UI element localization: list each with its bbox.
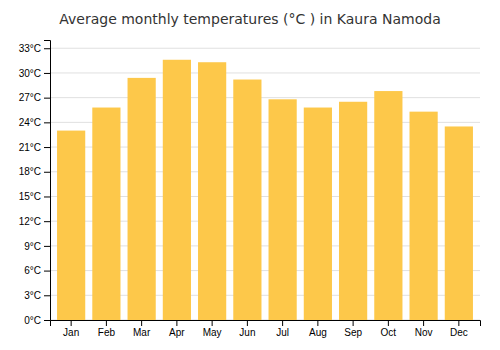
bar: [269, 99, 297, 320]
tick-label: Sep: [344, 327, 362, 338]
x-axis: Jan Feb Mar Apr May Jun Jul Aug Sep Oct Nov Dec: [51, 320, 481, 338]
y-tick: 24°C: [19, 117, 50, 128]
y-tick: 18°C: [19, 166, 50, 177]
tick-label: Aug: [309, 327, 327, 338]
x-tick: Jan: [63, 320, 79, 338]
tick-mark: [176, 320, 177, 326]
tick-label: Feb: [98, 327, 116, 338]
title: Average monthly temperatures (°C ) in Ka…: [59, 11, 440, 27]
tick-mark: [353, 320, 354, 326]
tick-label: Apr: [169, 327, 185, 338]
bar: [233, 80, 261, 320]
plot: 0°C 3°C 6°C 9°C 12°C 15°C 18°C 21°C 24°C 27°C 30°C…: [19, 41, 481, 339]
y-tick: 0°C: [24, 315, 50, 326]
bar: [163, 60, 191, 320]
tick-mark: [44, 221, 50, 222]
x-tick: Nov: [415, 320, 433, 338]
bar: [57, 131, 85, 320]
bar: [374, 91, 402, 320]
tick-mark: [423, 320, 424, 326]
tick-label: 6°C: [24, 265, 41, 276]
tick-label: 18°C: [19, 166, 41, 177]
tick-mark: [317, 320, 318, 326]
tick-label: Dec: [450, 327, 468, 338]
tick-label: 21°C: [19, 142, 41, 153]
tick-mark: [44, 271, 50, 272]
axis-line: [51, 321, 481, 327]
y-tick: 30°C: [19, 68, 50, 79]
tick-mark: [44, 48, 50, 49]
x-tick: Aug: [309, 320, 327, 338]
x-tick: Jul: [276, 320, 289, 338]
tick-label: Jun: [239, 327, 255, 338]
tick-label: 12°C: [19, 216, 41, 227]
bar: [92, 108, 120, 320]
x-tick: Mar: [133, 320, 151, 338]
tick-label: 30°C: [19, 68, 41, 79]
y-tick: 27°C: [19, 92, 50, 103]
tick-mark: [71, 320, 72, 326]
chart: 0°C 3°C 6°C 9°C 12°C 15°C 18°C 21°C 24°C 27°C 30°C…: [0, 0, 500, 350]
bar: [198, 62, 226, 320]
y-tick: 12°C: [19, 216, 50, 227]
y-axis: 0°C 3°C 6°C 9°C 12°C 15°C 18°C 21°C 24°C 27°C 30°C…: [19, 41, 51, 326]
tick-label: 24°C: [19, 117, 41, 128]
x-tick: Oct: [381, 320, 397, 338]
tick-label: Oct: [381, 327, 397, 338]
y-tick: 21°C: [19, 142, 50, 153]
tick-mark: [212, 320, 213, 326]
tick-mark: [44, 73, 50, 74]
tick-mark: [44, 147, 50, 148]
grid-line: [50, 97, 480, 98]
tick-label: 27°C: [19, 92, 41, 103]
x-tick: Dec: [450, 320, 468, 338]
tick-label: 9°C: [24, 241, 41, 252]
bar: [339, 102, 367, 320]
x-tick: May: [203, 320, 222, 338]
tick-mark: [247, 320, 248, 326]
tick-mark: [44, 172, 50, 173]
y-tick: 9°C: [24, 241, 50, 252]
tick-mark: [44, 320, 50, 321]
y-tick: 3°C: [24, 290, 50, 301]
tick-mark: [141, 320, 142, 326]
x-tick: Jun: [239, 320, 255, 338]
tick-mark: [44, 295, 50, 296]
tick-mark: [282, 320, 283, 326]
y-tick: 15°C: [19, 191, 50, 202]
tick-label: 15°C: [19, 191, 41, 202]
tick-label: Jul: [276, 327, 289, 338]
tick-mark: [44, 196, 50, 197]
tick-mark: [106, 320, 107, 326]
tick-label: 33°C: [19, 43, 41, 54]
tick-label: 0°C: [24, 315, 41, 326]
bar: [304, 108, 332, 320]
tick-label: May: [203, 327, 222, 338]
tick-mark: [388, 320, 389, 326]
bar: [445, 126, 473, 320]
x-tick: Sep: [344, 320, 362, 338]
grid-line: [50, 72, 480, 73]
axis-line: [44, 41, 51, 321]
x-tick: Feb: [98, 320, 116, 338]
grid-line: [50, 48, 480, 49]
tick-mark: [458, 320, 459, 326]
tick-mark: [44, 246, 50, 247]
tick-label: 3°C: [24, 290, 41, 301]
tick-label: Nov: [415, 327, 433, 338]
y-tick: 33°C: [19, 43, 50, 54]
bars: [57, 60, 473, 320]
y-tick: 6°C: [24, 265, 50, 276]
bar: [128, 78, 156, 320]
grid: [50, 48, 480, 320]
bar: [410, 112, 438, 320]
x-tick: Apr: [169, 320, 185, 338]
tick-mark: [44, 98, 50, 99]
tick-label: Jan: [63, 327, 79, 338]
tick-label: Mar: [133, 327, 151, 338]
tick-mark: [44, 122, 50, 123]
